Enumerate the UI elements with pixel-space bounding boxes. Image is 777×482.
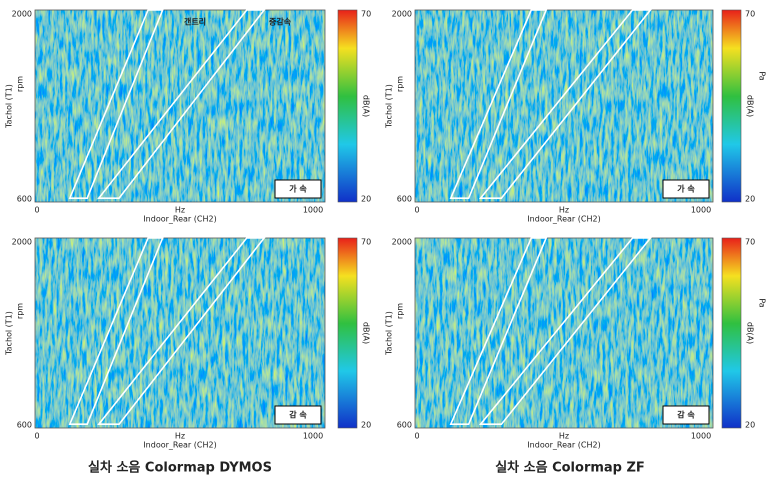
order-band: [68, 237, 164, 426]
order-band: [97, 237, 266, 426]
spectrogram: [35, 238, 325, 428]
colorbar: [721, 237, 742, 429]
x-tick-label: 1000: [691, 206, 711, 215]
spectrogram-frame: [414, 237, 714, 429]
speed-label-box: [274, 179, 322, 199]
x-axis-title: Indoor_Rear (CH2): [143, 441, 216, 450]
x-axis-unit: Hz: [175, 432, 185, 441]
spectrogram-frame: [34, 9, 326, 203]
spectrogram-frame: [414, 9, 714, 203]
y-axis-unit: rpm: [16, 76, 25, 92]
speed-label: 감 속: [289, 410, 307, 420]
y-axis-title: Tachol (T1): [5, 311, 14, 356]
x-axis-title: Indoor_Rear (CH2): [527, 215, 600, 224]
speed-label: 감 속: [677, 410, 695, 420]
y-tick-label: 2000: [12, 10, 32, 19]
spectrogram-frame: [34, 237, 326, 429]
colorbar-label: dB(A): [362, 95, 371, 117]
y-axis-unit: rpm: [396, 303, 405, 319]
y-tick-label: 2000: [392, 10, 412, 19]
x-tick-label: 0: [34, 206, 39, 215]
y-axis-unit: rpm: [16, 303, 25, 319]
caption: 실차 소음 Colormap ZF: [495, 460, 645, 476]
caption: 실차 소음 Colormap DYMOS: [88, 460, 272, 476]
y-axis-title: Tachol (T1): [385, 311, 394, 356]
colorbar-tick-label: 70: [745, 10, 755, 19]
x-axis-unit: Hz: [559, 206, 569, 215]
colorbar-tick-label: 70: [745, 238, 755, 247]
x-tick-label: 0: [414, 206, 419, 215]
colorbar-tick-label: 20: [361, 421, 371, 430]
order-band: [478, 237, 653, 426]
colorbar-label: dB(A): [746, 95, 755, 117]
y-tick-label: 2000: [12, 238, 32, 247]
x-axis-title: Indoor_Rear (CH2): [143, 215, 216, 224]
order-band: [478, 9, 653, 199]
spectrogram: [415, 10, 713, 202]
order-band: [449, 237, 548, 426]
colorbar-tick-label: 20: [745, 195, 755, 204]
x-tick-label: 1000: [303, 206, 323, 215]
x-tick-label: 1000: [303, 432, 323, 441]
x-axis-unit: Hz: [175, 206, 185, 215]
order-band: [68, 9, 164, 199]
speed-label-box: [662, 405, 710, 425]
x-axis-title: Indoor_Rear (CH2): [527, 441, 600, 450]
colorbar-label: dB(A): [746, 322, 755, 344]
spectrogram: [415, 238, 713, 428]
colorbar: [721, 9, 742, 203]
annotation: 증감속: [269, 17, 292, 27]
colorbar: [337, 237, 358, 429]
y-tick-label: 600: [17, 195, 32, 204]
colorbar-tick-label: 20: [361, 195, 371, 204]
colorbar-label: dB(A): [362, 322, 371, 344]
speed-label-box: [274, 405, 322, 425]
colorbar-unit: Pa: [758, 298, 767, 307]
y-tick-label: 600: [397, 195, 412, 204]
x-axis-unit: Hz: [559, 432, 569, 441]
colorbar: [337, 9, 358, 203]
colorbar-unit: Pa: [758, 71, 767, 80]
speed-label: 가 속: [677, 184, 695, 194]
order-band: [97, 9, 266, 199]
y-tick-label: 600: [17, 421, 32, 430]
y-tick-label: 2000: [392, 238, 412, 247]
colorbar-tick-label: 70: [361, 238, 371, 247]
speed-label-box: [662, 179, 710, 199]
y-axis-title: Tachol (T1): [385, 84, 394, 129]
colorbar-tick-label: 70: [361, 10, 371, 19]
y-axis-title: Tachol (T1): [5, 84, 14, 129]
x-tick-label: 1000: [691, 432, 711, 441]
order-band: [449, 9, 548, 199]
colorbar-tick-label: 20: [745, 421, 755, 430]
x-tick-label: 0: [34, 432, 39, 441]
speed-label: 가 속: [289, 184, 307, 194]
spectrogram: [35, 10, 325, 202]
y-axis-unit: rpm: [396, 76, 405, 92]
annotation: 갠트리: [184, 17, 206, 27]
y-tick-label: 600: [397, 421, 412, 430]
x-tick-label: 0: [414, 432, 419, 441]
